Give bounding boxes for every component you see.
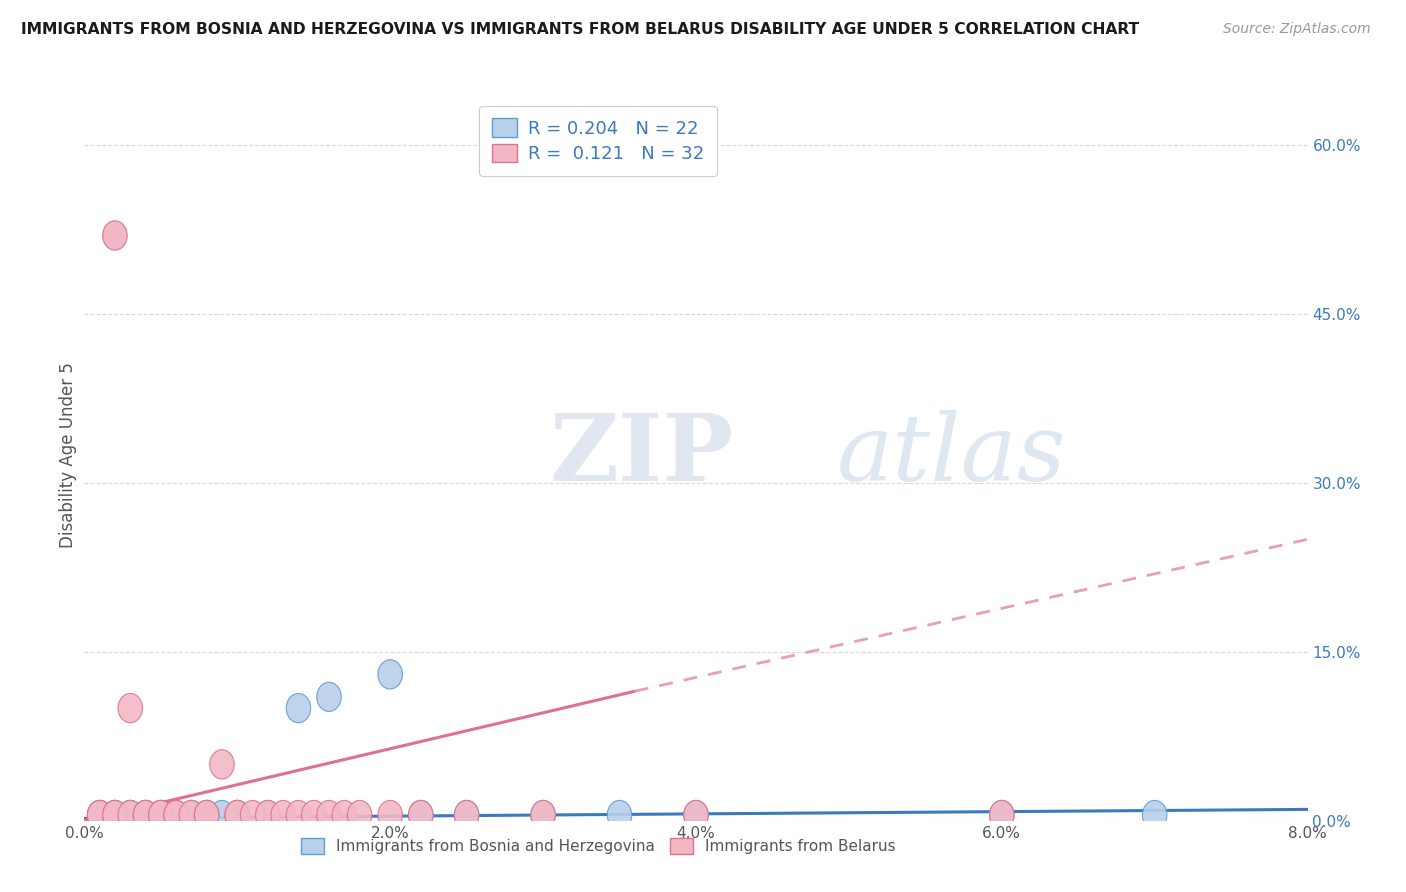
Text: IMMIGRANTS FROM BOSNIA AND HERZEGOVINA VS IMMIGRANTS FROM BELARUS DISABILITY AGE: IMMIGRANTS FROM BOSNIA AND HERZEGOVINA V…	[21, 22, 1139, 37]
Text: atlas: atlas	[837, 410, 1066, 500]
Text: Source: ZipAtlas.com: Source: ZipAtlas.com	[1223, 22, 1371, 37]
Legend: Immigrants from Bosnia and Herzegovina, Immigrants from Belarus: Immigrants from Bosnia and Herzegovina, …	[294, 832, 901, 861]
Ellipse shape	[103, 221, 127, 250]
Y-axis label: Disability Age Under 5: Disability Age Under 5	[59, 362, 77, 548]
Text: ZIP: ZIP	[550, 410, 734, 500]
